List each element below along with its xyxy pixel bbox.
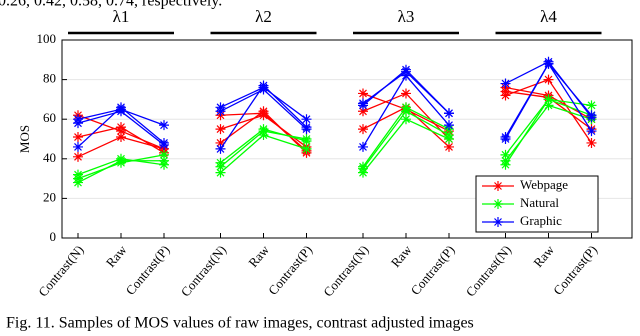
point-marker [159,139,169,150]
point-marker [215,167,226,178]
point-marker [401,106,411,117]
point-marker [444,108,454,119]
series-line-group [73,106,169,150]
x-tick-label: Raw [103,242,130,270]
y-tick-label: 0 [50,229,57,244]
caption: Fig. 11. Samples of MOS values of raw im… [6,315,474,332]
plot-frame [61,39,633,239]
series-line-group [215,84,312,135]
point-marker [401,70,411,81]
point-marker [301,114,312,125]
point-marker [358,124,368,135]
x-tick-label: Contrast(P) [123,242,173,298]
point-marker [301,124,312,135]
point-marker [73,151,83,162]
point-marker [159,149,169,160]
point-marker [358,141,368,152]
point-marker [586,110,597,121]
point-marker [543,100,554,111]
point-marker [500,78,511,89]
point-marker [73,118,83,129]
series-line-group [500,100,597,166]
point-marker [215,106,226,117]
point-marker [358,106,368,117]
group-label: λ3 [398,7,415,26]
point-marker [444,120,454,131]
y-tick-label: 20 [43,189,56,204]
series-line [504,104,592,162]
series-line-group [358,106,454,174]
legend-label: Webpage [520,177,568,192]
point-marker [73,177,83,188]
series-line-group [500,58,597,144]
series-line-group [358,70,454,152]
x-tick-label: Raw [245,242,272,270]
group-label: λ2 [255,7,272,26]
point-marker [543,58,554,69]
y-axis-label: MOS [17,125,32,153]
point-marker [500,86,511,97]
point-marker [215,143,226,154]
x-tick-label: Contrast(N) [178,242,229,299]
point-marker [500,134,511,144]
legend-label: Graphic [520,213,562,228]
point-marker [401,64,411,75]
point-marker [258,106,269,117]
point-marker [358,88,368,99]
point-marker [159,120,169,131]
y-tick-label: 100 [37,31,57,46]
point-marker [116,132,126,143]
point-marker [500,149,511,160]
point-marker [159,155,169,166]
series-line-group [358,64,454,119]
point-marker [116,155,126,166]
legend-marker [493,217,503,227]
series-line-group [215,126,312,172]
point-marker [401,114,411,125]
group-label: λ4 [540,7,557,26]
series-line-group [500,74,597,148]
point-marker [73,132,83,143]
x-tick-label: Raw [388,242,415,270]
legend-label: Natural [520,195,559,210]
legend-marker [493,181,503,191]
group-label: λ1 [113,7,130,26]
x-tick-label: Contrast(N) [463,242,514,299]
point-marker [73,141,83,152]
point-marker [116,122,126,133]
point-marker [358,163,368,174]
point-marker [586,100,597,111]
y-tick-label: 80 [43,71,56,86]
series-line-group [73,155,169,188]
x-tick-label: Contrast(P) [265,242,315,298]
y-tick-label: 40 [43,150,56,165]
point-marker [444,141,454,152]
point-marker [586,137,597,148]
point-marker [215,124,226,135]
point-marker [215,137,226,148]
point-marker [444,130,454,141]
point-marker [543,74,554,85]
point-marker [116,106,126,117]
point-marker [215,161,226,172]
point-marker [258,126,269,137]
point-marker [258,84,269,95]
point-marker [543,94,554,105]
point-marker [301,134,312,144]
legend-marker [493,199,503,209]
x-tick-label: Raw [530,242,557,270]
x-tick-label: Contrast(N) [320,242,371,299]
point-marker [301,143,312,154]
point-marker [401,88,411,99]
point-marker [358,100,368,111]
x-tick-label: Contrast(P) [550,242,600,298]
text-above: 0.26, 0.42, 0.58, 0.74, respectively. [0,0,222,10]
point-marker [500,159,511,170]
x-tick-label: Contrast(P) [408,242,458,298]
point-marker [586,126,597,137]
y-tick-label: 60 [43,110,56,125]
x-tick-label: Contrast(N) [35,242,86,299]
